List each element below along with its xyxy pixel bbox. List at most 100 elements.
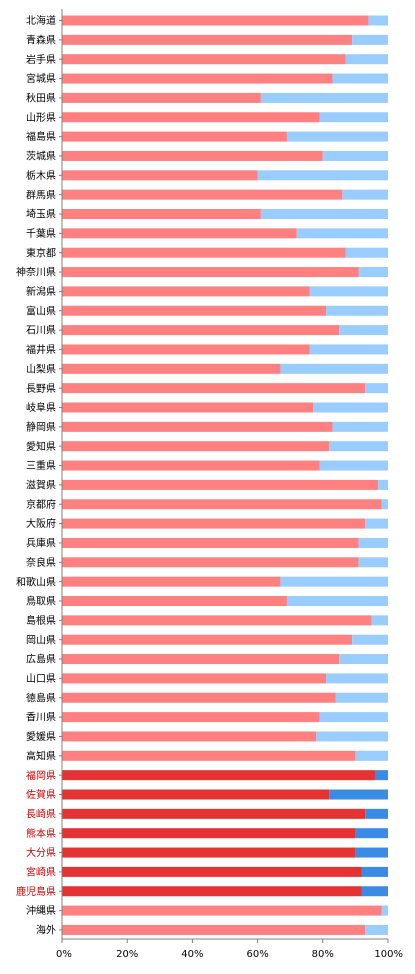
bar-segment-series-2 — [378, 479, 388, 490]
bar-segment-series-2 — [365, 808, 388, 819]
category-label: 香川県 — [26, 712, 56, 724]
bar-segment-series-1 — [62, 267, 359, 278]
bar-segment-series-2 — [365, 924, 388, 935]
bar-segment-series-2 — [319, 112, 388, 123]
bar-segment-series-1 — [62, 479, 379, 490]
category-label: 長野県 — [26, 383, 56, 395]
category-label: 徳島県 — [26, 691, 56, 704]
bar-segment-series-2 — [358, 267, 388, 278]
category-label: 東京都 — [26, 246, 56, 259]
bar-segment-series-2 — [319, 712, 388, 723]
category-label: 長崎県 — [26, 807, 56, 820]
category-label: 静岡県 — [26, 420, 56, 433]
bar-segment-series-2 — [280, 363, 388, 374]
category-label: 鹿児島県 — [16, 885, 56, 898]
category-label: 和歌山県 — [16, 575, 56, 588]
category-label: 山形県 — [26, 112, 56, 124]
bar-segment-series-1 — [62, 634, 353, 645]
category-label: 福島県 — [26, 130, 56, 143]
bar-segment-series-1 — [62, 576, 281, 587]
bar-segment-series-1 — [62, 344, 310, 355]
bar-segment-series-1 — [62, 170, 258, 181]
bar-segment-series-1 — [62, 518, 366, 529]
category-label: 石川県 — [26, 325, 56, 337]
bar-segment-series-2 — [316, 731, 388, 742]
bars-group — [62, 15, 388, 935]
category-label: 岡山県 — [26, 634, 56, 646]
bar-segment-series-1 — [62, 228, 297, 239]
bar-segment-series-2 — [374, 770, 388, 781]
category-label: 大分県 — [26, 846, 56, 859]
bar-segment-series-2 — [381, 499, 388, 510]
category-label: 宮崎県 — [26, 866, 56, 879]
category-label: 山梨県 — [26, 362, 56, 375]
category-label: 新潟県 — [26, 285, 56, 298]
bar-segment-series-2 — [326, 305, 388, 316]
bar-segment-series-1 — [62, 731, 317, 742]
bar-segment-series-2 — [260, 209, 388, 219]
bar-segment-series-2 — [358, 537, 388, 548]
bar-segment-series-1 — [62, 286, 310, 297]
bar-segment-series-1 — [62, 34, 353, 45]
bar-segment-series-2 — [332, 421, 388, 432]
bar-segment-series-1 — [62, 460, 320, 471]
bar-segment-series-1 — [62, 247, 346, 258]
bar-segment-series-2 — [257, 170, 388, 181]
bar-segment-series-2 — [355, 828, 388, 839]
category-label: 栃木県 — [26, 169, 56, 182]
category-label: 岐阜県 — [26, 401, 56, 414]
bar-segment-series-2 — [326, 673, 388, 684]
category-label: 愛媛県 — [26, 730, 56, 743]
bar-segment-series-1 — [62, 441, 330, 452]
bar-segment-series-2 — [322, 150, 388, 161]
bar-segment-series-2 — [319, 460, 388, 471]
category-label: 熊本県 — [26, 827, 56, 840]
category-label: 高知県 — [26, 749, 56, 762]
x-tick-label: 0% — [56, 949, 72, 960]
category-label: 島根県 — [26, 614, 56, 627]
bar-segment-series-2 — [335, 692, 388, 703]
bar-segment-series-1 — [62, 73, 333, 84]
bar-segment-series-2 — [368, 15, 388, 26]
bar-segment-series-1 — [62, 402, 314, 413]
bar-segment-series-2 — [358, 557, 388, 568]
x-tick-label: 60% — [246, 949, 268, 960]
bar-segment-series-2 — [260, 92, 388, 103]
bar-segment-series-2 — [365, 383, 388, 394]
category-label: 福岡県 — [26, 769, 56, 782]
bar-segment-series-2 — [329, 441, 388, 452]
x-tick-label: 40% — [181, 949, 203, 960]
bar-segment-series-2 — [352, 634, 388, 645]
category-label: 埼玉県 — [26, 208, 56, 221]
bar-segment-series-2 — [332, 73, 388, 84]
bar-segment-series-1 — [62, 421, 333, 432]
bar-segment-series-1 — [62, 209, 261, 219]
bar-segment-series-1 — [62, 537, 359, 548]
bar-segment-series-1 — [62, 54, 346, 65]
category-label: 宮城県 — [26, 72, 56, 85]
category-label: 海外 — [36, 924, 56, 937]
bar-segment-series-2 — [361, 886, 388, 897]
category-label: 北海道 — [26, 14, 56, 27]
bar-segment-series-2 — [286, 596, 388, 606]
bar-segment-series-2 — [345, 54, 388, 65]
bar-segment-series-1 — [62, 596, 287, 606]
bar-segment-series-2 — [339, 654, 388, 665]
bar-segment-series-2 — [280, 576, 388, 587]
bar-segment-series-2 — [309, 286, 388, 297]
bar-segment-series-2 — [371, 615, 388, 626]
category-label: 秋田県 — [26, 92, 56, 105]
bar-segment-series-1 — [62, 692, 336, 703]
category-label: 愛知県 — [26, 440, 56, 453]
bar-segment-series-1 — [62, 499, 382, 510]
bar-segment-series-1 — [62, 305, 327, 316]
category-label: 青森県 — [26, 33, 56, 46]
bar-segment-series-1 — [62, 905, 382, 916]
bar-segment-series-2 — [381, 905, 388, 916]
category-label: 奈良県 — [26, 556, 56, 569]
bar-segment-series-1 — [62, 828, 356, 839]
bar-segment-series-1 — [62, 750, 356, 761]
bar-segment-series-1 — [62, 924, 366, 935]
category-label: 滋賀県 — [26, 479, 56, 492]
